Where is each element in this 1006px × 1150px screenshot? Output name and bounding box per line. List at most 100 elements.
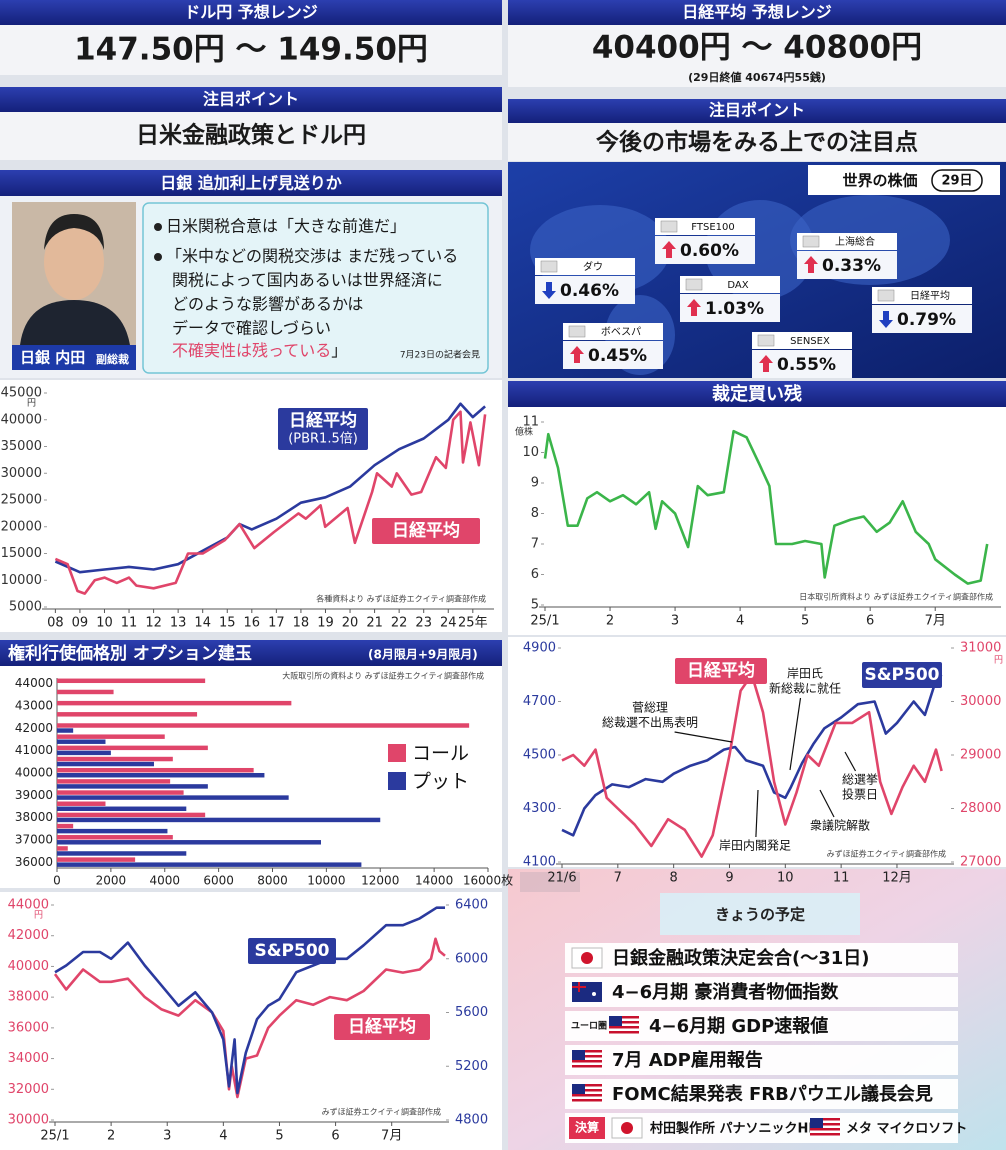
- x-tick-label: 18: [293, 616, 310, 631]
- schedule-item: 4−6月期 GDP速報値: [649, 1015, 828, 1037]
- bar: [57, 739, 106, 744]
- flag: [877, 289, 895, 302]
- bar: [57, 700, 292, 706]
- bar: [57, 712, 198, 717]
- range-text: 40400円 ～ 40800円: [592, 30, 922, 66]
- y-tick-label: 5: [531, 598, 539, 613]
- stock-change: 1.03%: [705, 299, 764, 319]
- series-label: 日経平均: [687, 660, 755, 681]
- y-tick-label: 36000: [15, 855, 53, 869]
- flag-stripe: [572, 1050, 602, 1053]
- arrow: [570, 346, 584, 363]
- x-tick-label: 10: [96, 616, 113, 631]
- focus-panel: [0, 112, 502, 160]
- y2-tick-label: 6400: [455, 898, 488, 913]
- quote-line: 日米関税合意は「大きな前進だ」: [166, 217, 406, 236]
- stock-name: DAX: [727, 280, 748, 291]
- x-tick-label: 09: [72, 616, 89, 631]
- bar: [57, 756, 173, 762]
- bar: [57, 773, 265, 778]
- flag-stripe: [810, 1128, 840, 1131]
- stock-change: 0.46%: [560, 281, 619, 301]
- arrow: [759, 355, 773, 372]
- flag: [802, 235, 820, 248]
- bar: [57, 828, 168, 834]
- y-tick-label: 7: [531, 537, 539, 552]
- flag-stripe: [572, 1055, 602, 1058]
- bar: [57, 857, 136, 862]
- chart-panel: [0, 380, 502, 632]
- y-tick-label: 41000: [15, 743, 53, 757]
- y2-tick-label: 5200: [455, 1059, 488, 1074]
- speaker-name: 日銀 内田: [20, 349, 85, 367]
- focus-text: 今後の市場をみる上での注目点: [596, 129, 918, 156]
- y-tick-label: 5000: [9, 600, 42, 615]
- flag-dot: [621, 1122, 633, 1134]
- x-tick-label: 20: [342, 616, 359, 631]
- stock-name-box: [535, 258, 635, 275]
- quote-box: [142, 202, 489, 374]
- chart-subtitle: (8月限月+9月限月): [368, 647, 478, 662]
- annotation: 新総裁に就任: [769, 681, 841, 696]
- bar: [57, 862, 362, 867]
- bar: [57, 823, 74, 829]
- bar: [57, 761, 154, 767]
- range-note: (29日終値 40674円55銭): [688, 70, 826, 84]
- x-tick-label: 8: [670, 871, 678, 886]
- chart-title: 裁定買い残: [712, 383, 802, 405]
- x-tick-label: 0: [53, 874, 61, 888]
- schedule-item: 日銀金融政策決定会合(～31日): [612, 947, 870, 969]
- flag-dot: [581, 952, 593, 964]
- series-label: S&P500: [864, 665, 939, 685]
- annotation: 岸田氏: [787, 667, 823, 681]
- y-tick-label: 30000: [8, 1113, 49, 1128]
- x-tick-label: 4: [219, 1129, 227, 1144]
- flag-stripe: [572, 1060, 602, 1063]
- bar: [57, 745, 208, 751]
- header-title: 注目ポイント: [203, 90, 299, 109]
- x-tick-label: 10000: [307, 874, 345, 888]
- bar: [57, 678, 206, 684]
- y-tick-label: 39000: [15, 788, 53, 802]
- y-tick-label: 44000: [8, 898, 49, 913]
- y-tick-label: 25000: [1, 493, 42, 508]
- stock-name-box: [680, 276, 780, 293]
- chart-panel: [508, 407, 1006, 635]
- schedule-item: 7月 ADP雇用報告: [612, 1049, 763, 1071]
- x-tick-label: 15: [219, 616, 236, 631]
- y-tick-label: 45000: [1, 386, 42, 401]
- x-tick-label: 23: [415, 616, 432, 631]
- x-tick-label: 22: [391, 616, 408, 631]
- focus-panel: [508, 123, 1006, 161]
- y-tick-label: 36000: [8, 1020, 49, 1035]
- bar: [57, 812, 206, 818]
- bar: [57, 767, 254, 773]
- stock-name: 上海総合: [835, 235, 875, 248]
- stock-change: 0.79%: [897, 310, 956, 330]
- series-label: S&P500: [254, 941, 329, 961]
- arrow: [879, 311, 893, 328]
- bar: [57, 817, 381, 823]
- x-tick-label: 10: [777, 871, 794, 886]
- flag-canton: [572, 1084, 585, 1094]
- flag-stripe: [810, 1118, 840, 1121]
- line-series: [54, 410, 487, 595]
- x-tick-label: 2000: [96, 874, 127, 888]
- y-tick-label: 10000: [1, 573, 42, 588]
- quote-note: 7月23日の記者会見: [400, 349, 480, 361]
- y-tick-label: 4500: [523, 748, 556, 763]
- y-tick-label: 4100: [523, 855, 556, 870]
- series-label: 日経平均: [392, 520, 460, 541]
- y-unit: 億株: [515, 426, 533, 438]
- schedule-title: きょうの予定: [715, 906, 805, 924]
- y-tick-label: 43000: [15, 698, 53, 712]
- stock-name: FTSE100: [691, 222, 734, 233]
- flag-stripe: [609, 1026, 639, 1029]
- schedule-row: [565, 977, 958, 1007]
- flag-stripe: [810, 1123, 840, 1126]
- header-bar: [508, 381, 1006, 407]
- legend-swatch: [388, 744, 406, 762]
- flag-stripe: [572, 1089, 602, 1092]
- x-tick-label: 3: [671, 614, 679, 629]
- series-label-box: [862, 662, 942, 688]
